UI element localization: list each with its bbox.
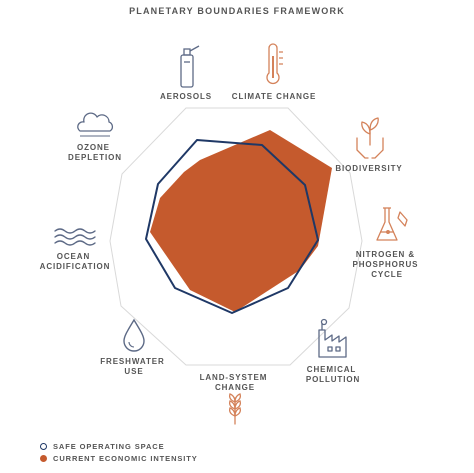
thermometer-icon bbox=[266, 43, 283, 85]
label-freshwater-use: FRESHWATER USE bbox=[100, 357, 168, 376]
factory-icon bbox=[318, 318, 347, 358]
label-climate-change: CLIMATE CHANGE bbox=[232, 92, 316, 101]
waves-icon bbox=[54, 228, 96, 246]
safe-operating-space-swatch bbox=[40, 442, 47, 450]
label-ozone-depletion: OZONE DEPLETION bbox=[68, 143, 122, 162]
current-economic-intensity-swatch bbox=[40, 454, 47, 462]
label-aerosols: AEROSOLS bbox=[160, 92, 212, 101]
safe-operating-space-outline bbox=[145, 139, 319, 314]
cloud-icon bbox=[77, 112, 114, 137]
flask-icon bbox=[376, 207, 408, 241]
legend-item-current: CURRENT ECONOMIC INTENSITY bbox=[40, 452, 198, 464]
spray-can-icon bbox=[180, 45, 200, 88]
label-ocean-acidification: OCEAN ACIDIFICATION bbox=[40, 252, 111, 271]
wheat-icon bbox=[229, 393, 241, 425]
label-nitrogen-phosphorus-cycle: NITROGEN & PHOSPHORUS CYCLE bbox=[352, 250, 421, 279]
current-economic-intensity-area bbox=[150, 130, 332, 312]
label-chemical-pollution: CHEMICAL POLLUTION bbox=[306, 365, 360, 384]
legend-label-safe: SAFE OPERATING SPACE bbox=[53, 441, 165, 451]
hands-plant-icon bbox=[356, 117, 384, 159]
legend-label-current: CURRENT ECONOMIC INTENSITY bbox=[53, 453, 198, 463]
legend: SAFE OPERATING SPACE CURRENT ECONOMIC IN… bbox=[40, 440, 198, 464]
legend-item-safe: SAFE OPERATING SPACE bbox=[40, 440, 198, 452]
label-biodiversity: BIODIVERSITY bbox=[335, 164, 402, 173]
outer-boundary-ring bbox=[109, 107, 363, 366]
label-land-system-change: LAND-SYSTEM CHANGE bbox=[200, 373, 271, 392]
water-drop-icon bbox=[123, 318, 145, 352]
diagram-title: PLANETARY BOUNDARIES FRAMEWORK bbox=[129, 6, 345, 16]
